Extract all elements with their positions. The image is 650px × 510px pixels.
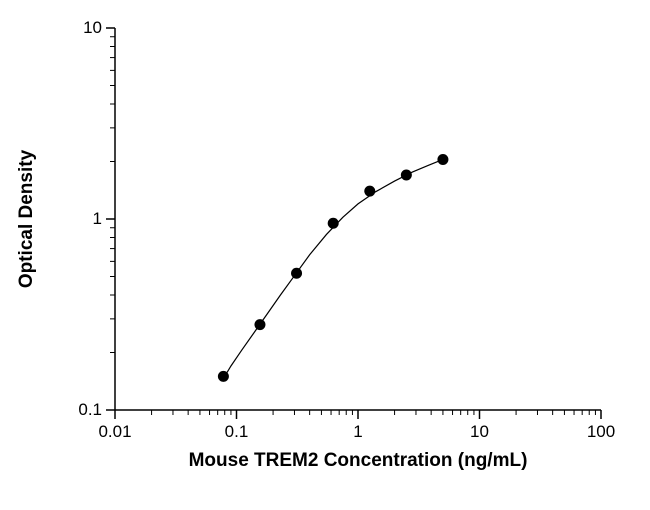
- x-tick-label: 1: [353, 422, 362, 442]
- x-tick-label: 100: [587, 422, 615, 442]
- x-axis-label: Mouse TREM2 Concentration (ng/mL): [189, 450, 528, 472]
- y-tick-label: 0.1: [78, 400, 102, 420]
- x-tick-label: 10: [470, 422, 489, 442]
- y-tick-label: 10: [83, 18, 102, 38]
- y-axis-label: Optical Density: [16, 150, 38, 288]
- y-tick-label: 1: [93, 209, 102, 229]
- x-tick-label: 0.01: [98, 422, 131, 442]
- x-tick-label: 0.1: [225, 422, 249, 442]
- chart-container: Optical Density Mouse TREM2 Concentratio…: [0, 0, 650, 510]
